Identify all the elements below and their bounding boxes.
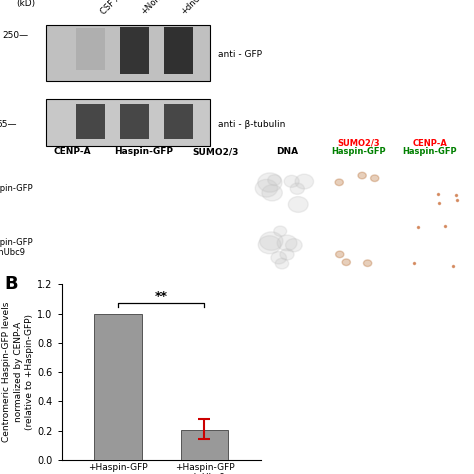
Text: +Haspin-GFP
+dnUbc9: +Haspin-GFP +dnUbc9 xyxy=(0,238,33,257)
Text: Haspin-GFP: Haspin-GFP xyxy=(402,147,457,156)
Circle shape xyxy=(342,259,350,265)
Bar xyxy=(75,104,105,139)
Text: 250—: 250— xyxy=(3,31,29,40)
Circle shape xyxy=(290,183,304,194)
Circle shape xyxy=(262,185,283,201)
Circle shape xyxy=(295,174,314,189)
Circle shape xyxy=(371,175,379,182)
Circle shape xyxy=(275,258,289,269)
Circle shape xyxy=(358,172,366,179)
Text: CENP-A: CENP-A xyxy=(54,147,91,156)
Bar xyxy=(46,25,210,81)
Circle shape xyxy=(364,260,372,266)
Text: (kD): (kD) xyxy=(16,0,36,9)
Bar xyxy=(94,314,142,460)
Circle shape xyxy=(271,252,286,264)
Circle shape xyxy=(288,197,308,212)
Circle shape xyxy=(274,226,287,237)
Text: B: B xyxy=(5,275,18,293)
Text: +Haspin-GFP: +Haspin-GFP xyxy=(0,184,33,193)
Bar xyxy=(181,430,228,460)
Circle shape xyxy=(335,179,343,186)
Text: SUMO2/3: SUMO2/3 xyxy=(337,139,380,148)
Text: CSF XEE: CSF XEE xyxy=(100,0,130,16)
Circle shape xyxy=(258,173,282,192)
Circle shape xyxy=(258,236,281,254)
Text: 55—: 55— xyxy=(0,120,16,129)
Circle shape xyxy=(284,175,299,187)
Circle shape xyxy=(285,238,302,252)
Text: anti - GFP: anti - GFP xyxy=(218,50,262,59)
Bar xyxy=(164,104,193,139)
Bar xyxy=(164,27,193,74)
Bar xyxy=(46,99,210,146)
Circle shape xyxy=(280,249,294,260)
Text: SUMO2/3: SUMO2/3 xyxy=(192,147,239,156)
Text: anti - β-tubulin: anti - β-tubulin xyxy=(218,120,285,129)
Circle shape xyxy=(336,251,344,258)
Circle shape xyxy=(268,175,281,185)
Circle shape xyxy=(255,179,278,197)
Circle shape xyxy=(277,235,297,251)
Text: **: ** xyxy=(155,290,168,303)
Text: Haspin-GFP: Haspin-GFP xyxy=(331,147,386,156)
Text: Haspin-GFP: Haspin-GFP xyxy=(115,147,173,156)
Text: +dnUbc9: +dnUbc9 xyxy=(179,0,213,16)
Y-axis label: Centromeric Haspin-GFP levels
normalized by CENP-A
(relative to +Haspin-GFP): Centromeric Haspin-GFP levels normalized… xyxy=(2,302,35,442)
Text: +None: +None xyxy=(139,0,166,16)
Bar xyxy=(75,28,105,70)
Text: CENP-A: CENP-A xyxy=(412,139,447,148)
Bar xyxy=(120,27,149,74)
Bar xyxy=(120,104,149,139)
Text: DNA: DNA xyxy=(276,147,298,156)
Circle shape xyxy=(260,232,283,250)
